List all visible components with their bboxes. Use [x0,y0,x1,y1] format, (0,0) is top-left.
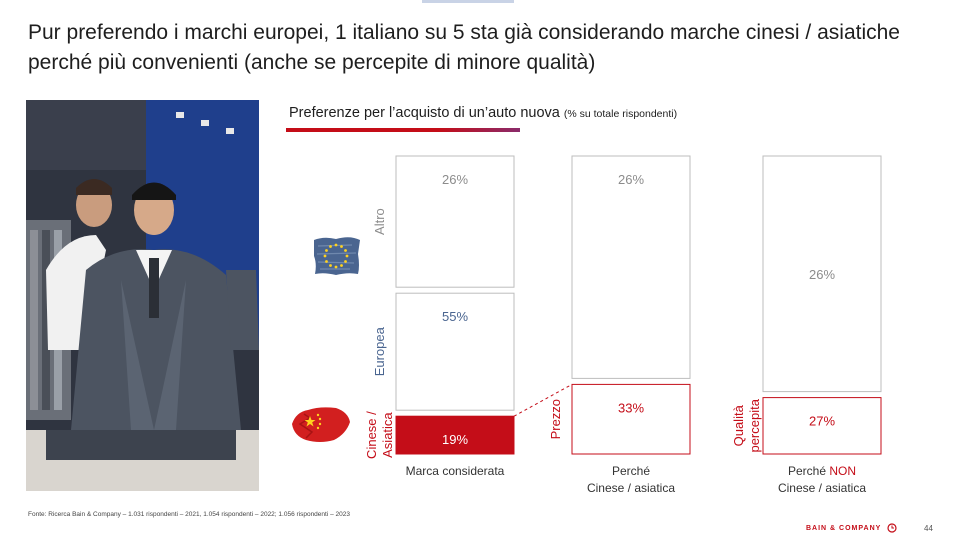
chart-title: Preferenze per l’acquisto di un’auto nuo… [289,105,677,121]
bars-layer: 19% 55% 26% 33% 26% 27% 26% [395,155,882,455]
chart-title-main: Preferenze per l’acquisto di un’auto nuo… [289,105,560,121]
eu-star [325,260,328,263]
brand-logo-text: BAIN & COMPANY [806,525,882,532]
eu-star [344,260,347,263]
segment-axis-label-cinese-asiatica: Cinese /Asiatica [364,411,395,459]
bar-value-label-1-1: 26% [442,172,468,187]
brand-clock-icon [887,523,897,533]
segment-axis-label-prezzo: Prezzo [548,399,563,439]
eu-star [325,249,328,252]
column-label-2: Perché Cinese / asiatica [587,464,675,495]
segment-axis-label-europea: Europea [372,326,387,376]
eu-stars [323,243,349,269]
bar-segment-1-1 [395,155,515,288]
bar-value-label-2-1: 26% [618,172,644,187]
bar-value-label-2-2: 33% [618,400,644,415]
eu-flag-icon [314,237,360,275]
preference-chart: 19% 55% 26% 33% 26% 27% 26% Cinese /Asiatica Eu… [292,155,882,495]
eu-star [344,249,347,252]
bar-value-label-3-2: 27% [809,414,835,429]
eu-star [329,264,332,267]
bar-segment-2-2 [571,383,691,455]
column-label-3: Perché NON Cinese / asiatica [778,464,866,495]
eu-star [334,265,338,269]
eu-star [323,254,327,258]
bar-value-label-3-1: 26% [809,267,835,282]
eu-star [345,254,349,258]
bar-value-label-1-3: 19% [442,432,468,447]
bar-segment-2-1 [571,155,691,379]
chart-subtitle: (% su totale rispondenti) [563,108,678,120]
tailor-photo [26,100,259,491]
source-footnote: Fonte: Ricerca Bain & Company – 1.031 ri… [28,511,350,518]
column-label-1: Marca considerata [406,464,505,478]
bar-segment-1-3 [395,415,515,455]
segment-axis-label-qualita-percepita: Qualitàpercepita [731,398,762,452]
page-number: 44 [924,524,933,533]
bar-segment-3-2 [762,397,882,455]
eu-star [340,264,343,267]
segment-axis-label-altro: Altro [372,208,387,235]
eu-star [334,243,338,247]
top-tab-marker [422,0,514,3]
tailor-photo-illustration [26,100,259,491]
bar-value-label-1-2: 55% [442,309,468,324]
column-labels-layer: Marca considerata Perché Cinese / asiatica… [406,464,867,495]
eu-star [329,245,332,248]
connector-dashed-line [513,383,573,417]
china-flag-icon [292,407,350,442]
bar-segment-3-1 [762,155,882,393]
chart-title-underline [286,128,520,132]
eu-star [340,245,343,248]
side-labels-layer: Cinese /Asiatica Europea Altro Prezzo Qualit… [364,208,762,459]
slide-title: Pur preferendo i marchi europei, 1 itali… [28,21,900,74]
bar-segment-1-2 [395,292,515,411]
